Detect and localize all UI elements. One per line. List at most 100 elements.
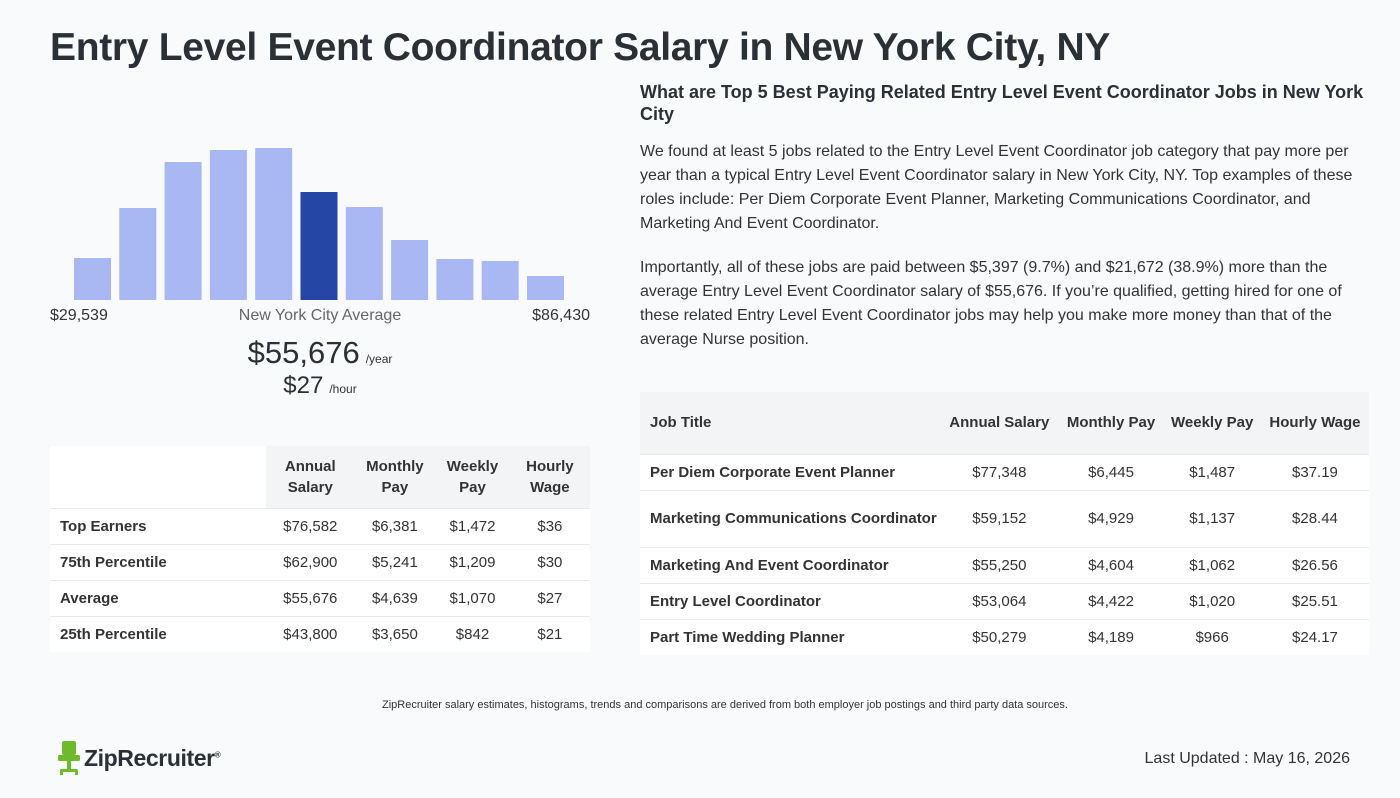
histogram-bar: [345, 207, 383, 300]
related-jobs-paragraph-2: Importantly, all of these jobs are paid …: [640, 259, 1342, 348]
table-cell: $28.44: [1260, 489, 1369, 547]
average-yearly-salary: $55,676/year: [50, 335, 590, 371]
table-cell: $1,062: [1163, 546, 1261, 583]
table-cell: $55,676: [266, 579, 355, 616]
table-cell: $24.17: [1260, 618, 1369, 655]
header-job-title: Job Title: [650, 414, 712, 432]
page-title: Entry Level Event Coordinator Salary in …: [50, 26, 1111, 69]
ziprecruiter-logo[interactable]: ZipRecruiter®: [58, 740, 221, 776]
table-cell: $26.56: [1260, 546, 1369, 583]
histogram-bar: [255, 148, 293, 300]
table-cell: $1,472: [435, 507, 510, 544]
data-disclaimer: ZipRecruiter salary estimates, histogram…: [382, 699, 1068, 711]
histogram-bar: [209, 150, 247, 300]
header-empty-cell: [50, 446, 266, 508]
percentile-table-header: Annual Salary Monthly Pay Weekly Pay Hou…: [50, 446, 590, 508]
table-cell: $4,604: [1058, 546, 1164, 583]
logo-wordmark: ZipRecruiter®: [84, 745, 221, 772]
table-cell: $25.51: [1260, 582, 1369, 619]
histogram-bar: [481, 261, 519, 300]
histogram-center-label: New York City Average: [238, 307, 402, 324]
histogram-bar: [527, 276, 564, 300]
table-cell: $1,020: [1163, 582, 1261, 619]
table-cell: $6,381: [354, 507, 436, 544]
table-cell: $50,279: [940, 618, 1059, 655]
logo-registered-mark: ®: [214, 749, 221, 759]
yearly-unit: /year: [365, 352, 393, 366]
table-cell: $1,487: [1163, 453, 1261, 490]
related-jobs-header: Job Title Annual Salary Monthly Pay Week…: [640, 392, 1369, 454]
header-monthly-pay: Monthly Pay: [1066, 414, 1156, 432]
table-row: Part Time Wedding Planner $50,279 $4,189 $9…: [640, 618, 1369, 655]
row-label: Average: [50, 579, 266, 616]
row-label: Marketing Communications Coordinator: [640, 489, 940, 547]
related-jobs-heading: What are Top 5 Best Paying Related Entry…: [640, 82, 1364, 124]
table-cell: $1,209: [435, 543, 510, 580]
percentile-table-body: Top Earners $76,582 $6,381 $1,472 $36 75th Pe…: [50, 507, 590, 652]
histogram-min-label: $29,539: [50, 307, 108, 324]
table-row: Marketing Communications Coordinator $59,…: [640, 489, 1369, 547]
table-row: 25th Percentile $43,800 $3,650 $842 $21: [50, 615, 590, 652]
row-label: Part Time Wedding Planner: [640, 618, 940, 655]
table-row: Marketing And Event Coordinator $55,250 $4…: [640, 546, 1369, 583]
histogram-bar: [119, 208, 157, 300]
average-hourly-wage: $27/hour: [50, 372, 590, 400]
table-row: 75th Percentile $62,900 $5,241 $1,209 $30: [50, 543, 590, 580]
table-cell: $27: [509, 579, 590, 616]
header-monthly-pay: Monthly Pay: [354, 446, 436, 508]
related-jobs-body: Per Diem Corporate Event Planner $77,348 $…: [640, 453, 1369, 655]
table-cell: $966: [1163, 618, 1261, 655]
row-label: 75th Percentile: [50, 543, 266, 580]
header-weekly-pay: Weekly Pay: [435, 446, 510, 508]
histogram-bar-average: [300, 192, 338, 300]
table-row: Top Earners $76,582 $6,381 $1,472 $36: [50, 507, 590, 544]
table-cell: $4,422: [1058, 582, 1164, 619]
table-cell: $6,445: [1058, 453, 1164, 490]
table-cell: $77,348: [940, 453, 1059, 490]
histogram-bar: [74, 258, 111, 300]
chair-icon: [58, 741, 80, 775]
row-label: 25th Percentile: [50, 615, 266, 652]
table-cell: $3,650: [354, 615, 436, 652]
salary-histogram: [50, 130, 590, 302]
table-row: Per Diem Corporate Event Planner $77,348 $…: [640, 453, 1369, 490]
table-cell: $76,582: [266, 507, 355, 544]
header-hourly-wage: Hourly Wage: [1269, 414, 1361, 432]
histogram-max-label: $86,430: [532, 307, 590, 324]
table-cell: $4,929: [1058, 489, 1164, 547]
last-updated: Last Updated : May 16, 2026: [1144, 750, 1350, 767]
hourly-unit: /hour: [329, 382, 357, 396]
table-row: Entry Level Coordinator $53,064 $4,422 $1,0…: [640, 582, 1369, 619]
table-cell: $55,250: [940, 546, 1059, 583]
percentile-table: Annual Salary Monthly Pay Weekly Pay Hou…: [50, 446, 590, 652]
row-label: Per Diem Corporate Event Planner: [640, 453, 940, 490]
table-cell: $30: [509, 543, 590, 580]
average-yearly-value: $55,676: [247, 335, 360, 370]
table-cell: $37.19: [1260, 453, 1369, 490]
histogram-bar: [164, 162, 202, 300]
table-cell: $4,189: [1058, 618, 1164, 655]
table-cell: $5,241: [354, 543, 436, 580]
table-cell: $4,639: [354, 579, 436, 616]
table-cell: $1,137: [1163, 489, 1261, 547]
table-cell: $21: [509, 615, 590, 652]
average-hourly-value: $27: [283, 372, 324, 399]
row-label: Top Earners: [50, 507, 266, 544]
related-jobs-paragraph-1: We found at least 5 jobs related to the …: [640, 143, 1353, 232]
related-jobs-table: Job Title Annual Salary Monthly Pay Week…: [640, 392, 1369, 655]
table-cell: $1,070: [435, 579, 510, 616]
table-cell: $62,900: [266, 543, 355, 580]
row-label: Entry Level Coordinator: [640, 582, 940, 619]
table-cell: $59,152: [940, 489, 1059, 547]
histogram-bar: [391, 240, 429, 300]
header-weekly-pay: Weekly Pay: [1171, 414, 1254, 432]
header-hourly-wage: Hourly Wage: [509, 446, 590, 508]
table-cell: $43,800: [266, 615, 355, 652]
histogram-svg: [74, 148, 564, 300]
table-row: Average $55,676 $4,639 $1,070 $27: [50, 579, 590, 616]
header-annual-salary: Annual Salary: [949, 414, 1050, 432]
row-label: Marketing And Event Coordinator: [640, 546, 940, 583]
table-cell: $842: [435, 615, 510, 652]
histogram-bar: [436, 259, 474, 300]
table-cell: $36: [509, 507, 590, 544]
